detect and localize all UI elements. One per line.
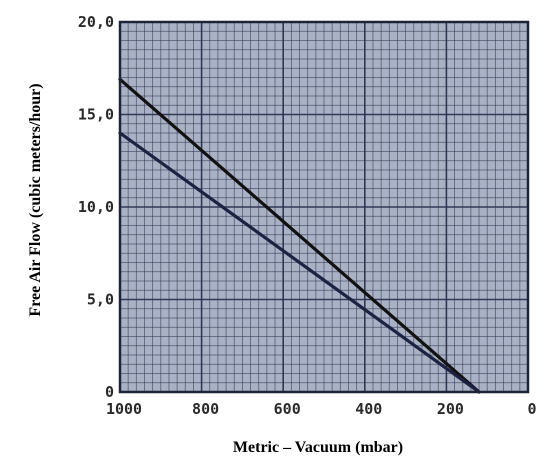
x-tick-label: 200 [437, 400, 464, 418]
series-line-1 [118, 77, 481, 394]
y-tick-label: 20,0 [78, 13, 114, 31]
y-tick-label: 0 [105, 383, 114, 401]
plot-frame [118, 20, 530, 394]
x-axis-label: Metric – Vacuum (mbar) [233, 439, 403, 456]
x-tick-label: 400 [355, 400, 382, 418]
y-axis-label: Free Air Flow (cubic meters/hour) [27, 83, 44, 316]
series-line-2 [118, 131, 481, 394]
y-axis-ticks: 0 5,0 10,0 15,0 20,0 [78, 13, 114, 401]
y-tick-label: 10,0 [78, 198, 114, 216]
x-tick-label: 600 [274, 400, 301, 418]
x-tick-label: 1000 [106, 400, 142, 418]
x-tick-label: 800 [192, 400, 219, 418]
series-layer [118, 77, 481, 394]
y-tick-label: 5,0 [87, 291, 114, 309]
x-axis-ticks: 1000 800 600 400 200 0 [106, 400, 537, 418]
x-tick-label: 0 [527, 400, 536, 418]
y-tick-label: 15,0 [78, 106, 114, 124]
